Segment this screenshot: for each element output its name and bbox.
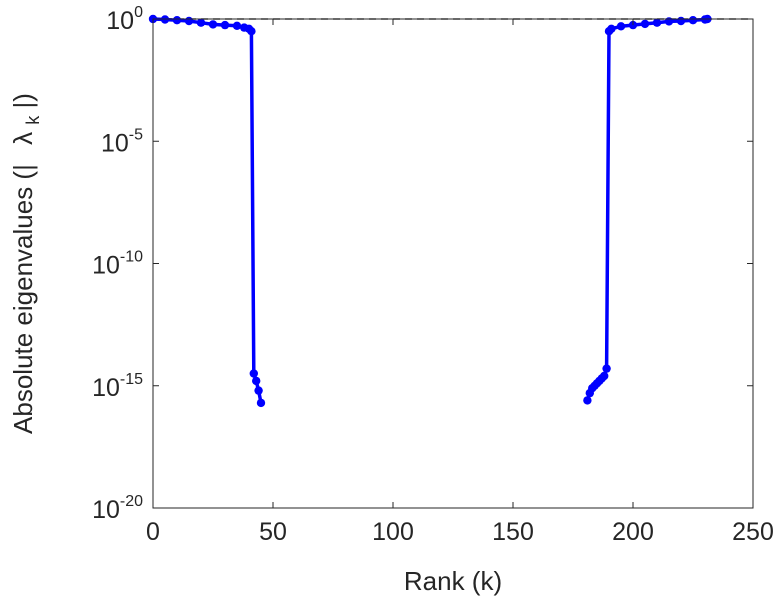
y-axis-label: Absolute eigenvalues (| λ k |) — [8, 93, 45, 434]
data-point — [602, 364, 611, 373]
plot-area — [153, 19, 753, 508]
data-point — [184, 16, 194, 26]
data-point — [600, 371, 609, 381]
data-point — [232, 21, 242, 30]
x-tick-label: 200 — [612, 518, 654, 546]
data-point — [628, 20, 638, 30]
y-axis-label-symbol: λ — [8, 132, 38, 145]
y-tick-label: 10-20 — [92, 493, 143, 524]
data-point — [247, 27, 256, 36]
data-point — [664, 17, 674, 26]
x-tick-label: 100 — [372, 518, 414, 546]
data-point — [652, 18, 662, 27]
y-axis-label-subscript: k — [23, 115, 43, 125]
data-point — [256, 398, 266, 408]
data-point — [208, 20, 218, 29]
data-point — [676, 16, 686, 26]
data-point — [252, 376, 261, 386]
series-layer — [148, 14, 712, 408]
y-axis-label-prefix: Absolute eigenvalues (| — [8, 164, 38, 434]
y-tick-label: 10-10 — [92, 249, 143, 280]
data-point — [607, 24, 616, 33]
data-point — [172, 16, 182, 25]
data-point — [254, 386, 263, 395]
data-point — [583, 396, 592, 405]
x-tick-label: 50 — [259, 518, 287, 546]
y-axis-label-suffix: |) — [8, 93, 38, 108]
x-tick-label: 150 — [492, 518, 534, 546]
y-tick-label: 10-15 — [92, 371, 143, 402]
y-tick-label: 10-5 — [101, 126, 143, 157]
data-point — [688, 16, 698, 25]
x-axis-label: Rank (k) — [404, 566, 502, 596]
data-point — [640, 19, 650, 29]
data-point — [196, 18, 206, 27]
data-point — [249, 369, 258, 378]
x-tick-label: 250 — [732, 518, 774, 546]
y-axis-ticks: 100 10-5 10-10 10-15 10-20 — [92, 4, 753, 524]
x-axis-ticks: 0 50 100 150 200 250 — [146, 19, 774, 546]
data-point — [220, 20, 230, 30]
y-tick-label: 100 — [106, 4, 143, 35]
data-point — [616, 22, 626, 31]
x-tick-label: 0 — [146, 518, 160, 546]
